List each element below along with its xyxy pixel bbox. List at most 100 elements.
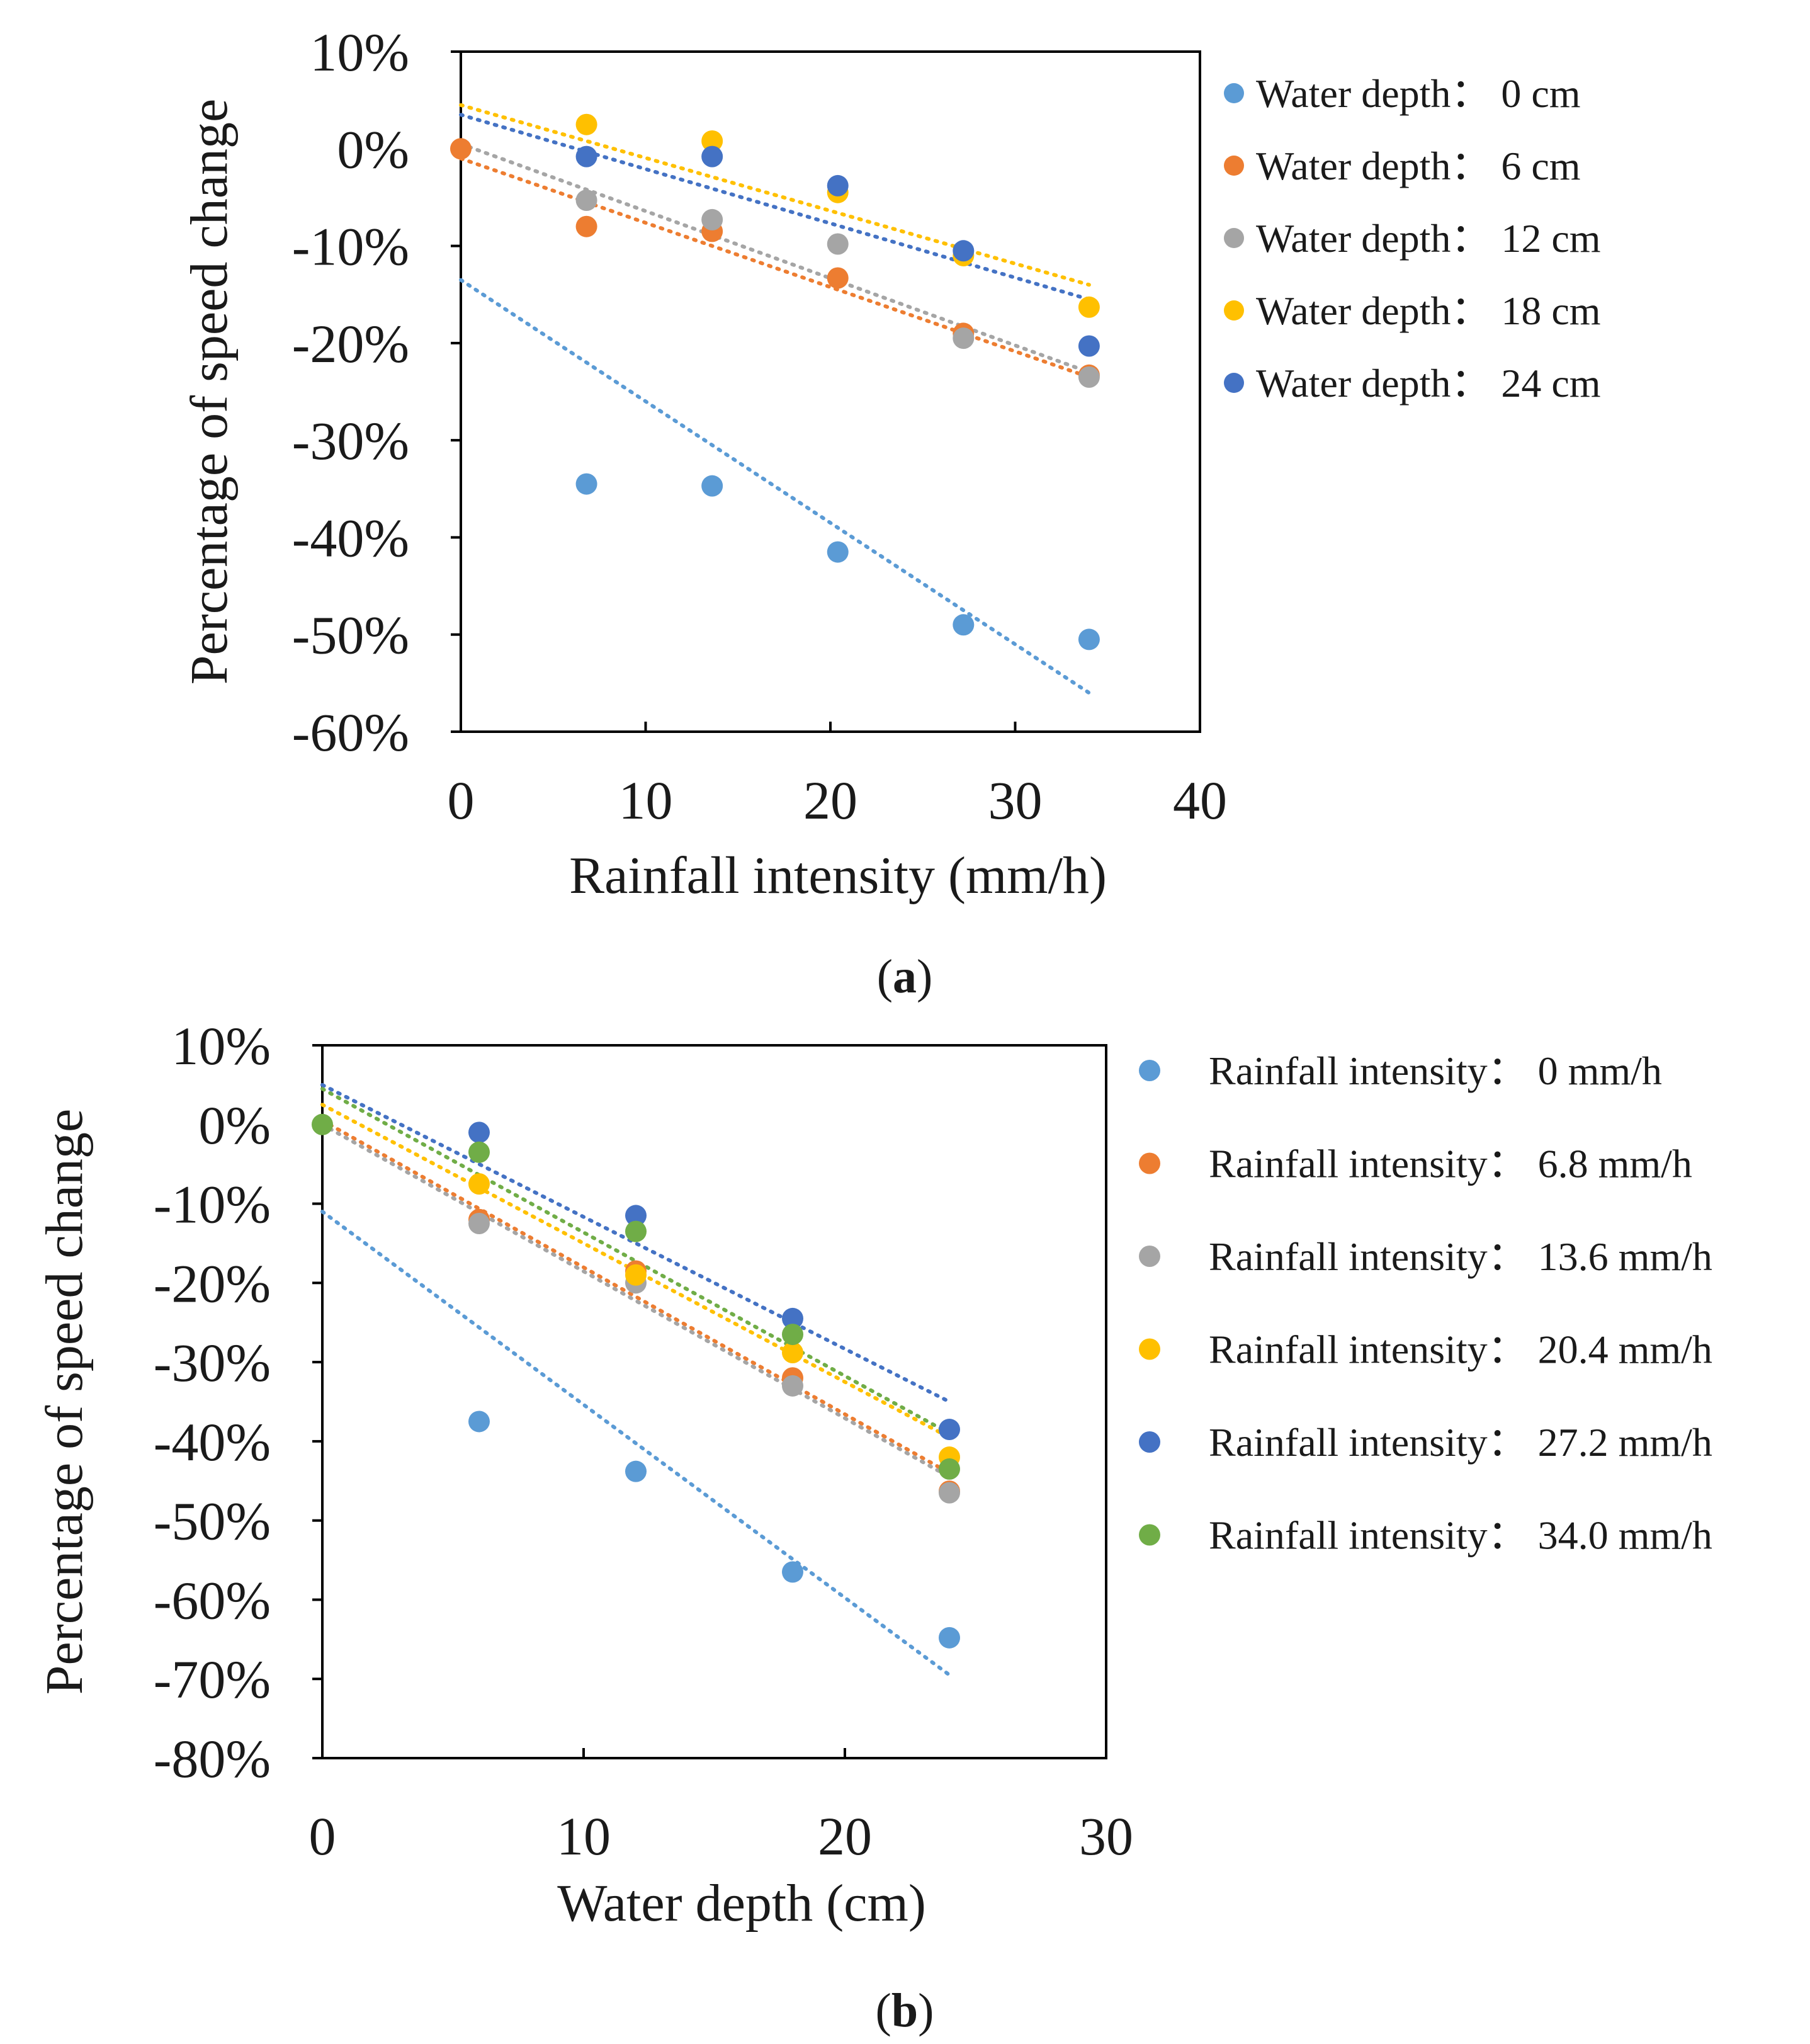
data-point-series-6: [782, 1324, 803, 1346]
data-point-series-5: [953, 240, 975, 262]
trend-line-series-5: [320, 1082, 951, 1404]
data-point-series-4: [1078, 296, 1100, 318]
data-point-series-3: [953, 327, 975, 349]
data-point-series-5: [1078, 335, 1100, 357]
data-point-series-3: [701, 208, 723, 230]
data-point-series-3: [827, 233, 849, 255]
y-tick-label: -20%: [154, 1253, 271, 1314]
legend-label: Rainfall intensity： 0 mm/h: [1209, 1048, 1662, 1093]
chart-b: 10% 0% -10% -20% -30% -40% -50% -60% -70% -80% 0 10…: [35, 1016, 1712, 1933]
y-axis-title: Percentage of speed change: [180, 99, 239, 685]
trend-line-series-1: [459, 278, 1091, 695]
data-point-series-4: [625, 1264, 647, 1286]
data-point-series-3: [468, 1213, 490, 1234]
chart-a: 10% 0% -10% -20% -30% -40% -50% -60% 0 10 20 30 40 Ra…: [180, 22, 1601, 905]
x-tick-label: 20: [803, 770, 857, 831]
x-tick-label: 0: [309, 1806, 336, 1866]
y-tick-label: -50%: [154, 1491, 271, 1552]
data-point-series-6: [625, 1220, 647, 1242]
y-tick-label: -10%: [154, 1174, 271, 1235]
legend-label: Rainfall intensity： 27.2 mm/h: [1209, 1420, 1712, 1465]
caption-b: (b): [876, 1984, 934, 2037]
data-point-series-3: [1078, 366, 1100, 388]
legend-marker: [1224, 156, 1244, 176]
data-point-series-5: [575, 145, 597, 167]
y-tick-label: -20%: [292, 314, 409, 374]
data-point-series-5: [625, 1205, 647, 1227]
legend: Rainfall intensity： 0 mm/h Rainfall inten…: [1139, 1048, 1712, 1558]
y-tick-label: -40%: [154, 1412, 271, 1472]
x-tick-label: 30: [988, 770, 1043, 831]
data-point-series-5: [468, 1121, 490, 1144]
legend-label: Water depth： 6 cm: [1256, 144, 1581, 188]
y-tick-label: -60%: [292, 702, 409, 763]
x-axis-title: Water depth (cm): [557, 1874, 926, 1933]
y-tick-label: 10%: [310, 22, 409, 82]
legend-marker: [1224, 83, 1244, 103]
data-point-series-3: [782, 1375, 803, 1397]
legend-label: Water depth： 0 cm: [1256, 71, 1581, 116]
y-tick-label: -70%: [154, 1649, 271, 1710]
data-point-series-4: [468, 1173, 490, 1195]
data-point-series-5: [782, 1307, 803, 1329]
trend-line-series-3: [320, 1122, 951, 1479]
x-axis-title: Rainfall intensity (mm/h): [569, 846, 1107, 905]
x-tick-label: 40: [1173, 770, 1227, 831]
data-point-series-1: [939, 1627, 960, 1649]
y-tick-label: 0%: [198, 1095, 271, 1155]
data-point-series-5: [939, 1419, 960, 1441]
data-point-series-4: [575, 113, 597, 135]
x-tick-label: 20: [818, 1806, 872, 1866]
data-point-series-1: [782, 1561, 803, 1583]
y-tick-label: 10%: [171, 1016, 271, 1076]
legend-marker: [1139, 1246, 1160, 1267]
x-tick-label: 0: [448, 770, 475, 831]
trend-line-series-2: [320, 1118, 951, 1475]
x-tick-label: 30: [1079, 1806, 1133, 1866]
legend-marker: [1139, 1524, 1160, 1546]
legend-label: Water depth： 12 cm: [1256, 216, 1601, 261]
legend-marker: [1139, 1152, 1160, 1174]
y-axis-title: Percentage of speed change: [35, 1109, 94, 1695]
legend-marker: [1224, 228, 1244, 248]
data-point-series-5: [701, 145, 723, 167]
legend-label: Rainfall intensity： 34.0 mm/h: [1209, 1513, 1712, 1558]
y-tick-label: -30%: [154, 1332, 271, 1393]
plot-frame: [321, 1044, 1107, 1759]
y-tick-label: -30%: [292, 411, 409, 471]
data-point-series-2: [450, 138, 472, 160]
x-tick-label: 10: [619, 770, 673, 831]
y-tick-label: -50%: [292, 605, 409, 666]
legend-label: Rainfall intensity： 6.8 mm/h: [1209, 1142, 1692, 1186]
caption-a: (a): [877, 950, 933, 1003]
trend-line-series-2: [459, 156, 1091, 379]
data-point-series-1: [701, 475, 723, 497]
data-point-series-1: [1078, 628, 1100, 650]
y-tick-label: -40%: [292, 508, 409, 568]
data-point-series-5: [827, 174, 849, 196]
data-point-series-1: [625, 1460, 647, 1482]
data-point-series-4: [701, 130, 723, 152]
x-tick-label: 10: [557, 1806, 611, 1866]
data-point-series-4: [782, 1342, 803, 1364]
trend-line-series-1: [320, 1210, 951, 1677]
data-point-series-2: [575, 215, 597, 237]
data-point-series-6: [312, 1113, 333, 1135]
legend-marker: [1139, 1060, 1160, 1081]
legend-marker: [1139, 1431, 1160, 1453]
trend-line-series-5: [459, 113, 1091, 302]
legend-label: Water depth： 24 cm: [1256, 361, 1601, 406]
trend-line-series-4: [459, 103, 1091, 287]
y-tick-label: -80%: [154, 1729, 271, 1789]
y-tick-label: 0%: [337, 119, 409, 179]
y-tick-label: -10%: [292, 217, 409, 277]
data-point-series-1: [827, 541, 849, 563]
legend: Water depth： 0 cm Water depth： 6 cm Water …: [1224, 71, 1601, 406]
data-point-series-2: [827, 267, 849, 289]
legend-label: Water depth： 18 cm: [1256, 288, 1601, 333]
data-point-series-6: [939, 1458, 960, 1480]
legend-marker: [1139, 1338, 1160, 1360]
legend-label: Rainfall intensity： 20.4 mm/h: [1209, 1327, 1712, 1372]
data-point-series-6: [468, 1141, 490, 1163]
